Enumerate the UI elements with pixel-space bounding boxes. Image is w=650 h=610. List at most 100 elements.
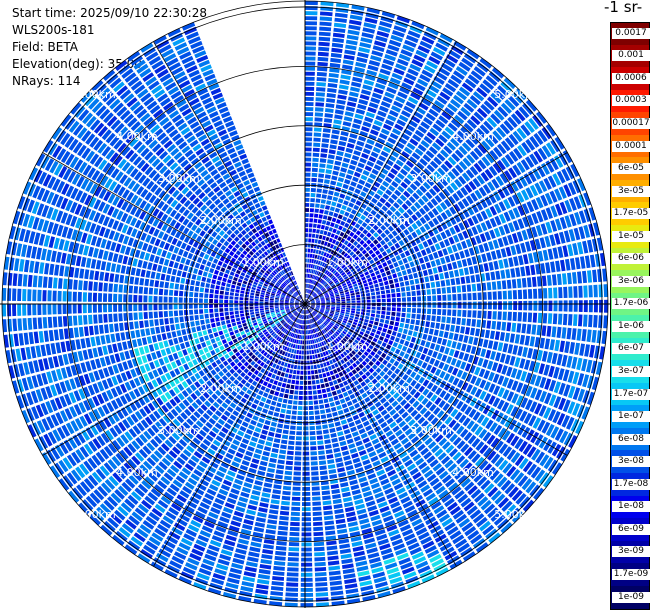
ray-gate	[185, 562, 198, 571]
ray-gate	[316, 348, 320, 353]
ray-gate	[247, 504, 258, 511]
ray-gate	[282, 429, 289, 435]
ray-gate	[497, 427, 507, 438]
ray-gate	[561, 354, 568, 367]
ray-gate	[458, 160, 468, 171]
ray-gate	[344, 506, 355, 513]
ray-gate	[376, 350, 383, 356]
ray-gate	[348, 443, 356, 449]
ray-gate	[332, 32, 345, 38]
ray-gate	[273, 484, 282, 490]
ray-gate	[330, 233, 335, 238]
ray-gate	[422, 488, 433, 497]
ray-gate	[239, 442, 248, 449]
ray-gate	[331, 488, 340, 494]
ray-gate	[379, 318, 385, 323]
ray-gate	[414, 426, 423, 434]
ray-gate	[493, 146, 503, 158]
ray-gate	[354, 498, 364, 505]
ray-gate	[447, 302, 452, 309]
ray-gate	[425, 282, 431, 289]
ray-gate	[475, 542, 489, 553]
ray-gate	[485, 419, 494, 430]
ray-gate	[429, 477, 440, 487]
ray-gate	[352, 234, 358, 240]
ray-gate	[346, 218, 352, 224]
ray-gate	[409, 467, 419, 476]
ray-gate	[312, 385, 317, 390]
ray-gate	[208, 511, 219, 520]
ray-gate	[265, 441, 273, 447]
ray-gate	[348, 320, 353, 324]
ray-gate	[380, 548, 393, 556]
ray-gate	[227, 577, 240, 585]
ray-gate	[414, 439, 423, 448]
ray-gate	[384, 91, 395, 99]
ray-gate	[458, 211, 466, 221]
ray-gate	[259, 564, 272, 570]
ray-gate	[314, 239, 318, 244]
ray-gate	[327, 324, 332, 329]
ray-gate	[153, 557, 167, 567]
ray-gate	[506, 432, 515, 444]
ray-gate	[355, 314, 360, 317]
ray-gate	[294, 390, 299, 395]
ray-gate	[428, 427, 437, 436]
ray-gate	[365, 246, 371, 252]
ray-gate	[311, 302, 316, 304]
ray-gate	[411, 152, 421, 160]
ray-gate	[349, 479, 358, 486]
ray-gate	[437, 302, 442, 308]
ray-gate	[337, 409, 344, 416]
ray-gate	[550, 426, 560, 439]
ray-gate	[328, 149, 336, 155]
ray-gate	[406, 307, 411, 313]
ray-gate	[355, 276, 360, 280]
ray-gate	[449, 206, 457, 215]
ray-gate	[382, 146, 392, 154]
ray-gate	[351, 81, 362, 88]
ray-gate	[529, 184, 539, 197]
ray-gate	[262, 451, 270, 457]
ray-gate	[305, 315, 307, 320]
ray-gate	[497, 237, 504, 248]
ray-gate	[483, 393, 492, 403]
ray-gate	[316, 430, 323, 435]
ray-gate	[462, 219, 470, 229]
ray-gate	[351, 431, 359, 437]
ray-gate	[319, 16, 333, 22]
ray-gate	[377, 253, 383, 260]
ray-gate	[359, 233, 365, 239]
ray-gate	[358, 388, 365, 395]
ray-gate	[439, 380, 447, 389]
ray-gate	[232, 410, 240, 417]
ray-gate	[563, 432, 573, 446]
ray-gate	[447, 103, 458, 113]
ray-gate	[465, 238, 472, 248]
ray-gate	[376, 137, 386, 145]
ray-gate	[305, 197, 310, 202]
ray-gate	[291, 501, 301, 506]
ray-gate	[325, 535, 337, 541]
ray-gate	[316, 82, 326, 87]
ray-gate	[422, 296, 427, 302]
ray-gate	[563, 230, 571, 243]
ray-gate	[516, 231, 524, 242]
ray-gate	[478, 428, 488, 439]
ray-gate	[466, 465, 477, 476]
ray-gate	[401, 334, 407, 340]
ray-gate	[522, 347, 528, 358]
ray-gate	[321, 306, 325, 308]
ray-gate	[299, 345, 302, 350]
ray-gate	[326, 304, 331, 306]
ray-gate	[522, 312, 527, 322]
ray-gate	[288, 348, 292, 353]
ray-gate	[588, 207, 596, 221]
ray-gate	[316, 300, 320, 302]
ray-gate	[435, 42, 448, 52]
ray-gate	[582, 270, 587, 284]
ray-gate	[309, 269, 312, 274]
ray-gate	[346, 324, 351, 328]
ray-gate	[377, 538, 389, 546]
ray-gate	[294, 339, 297, 344]
